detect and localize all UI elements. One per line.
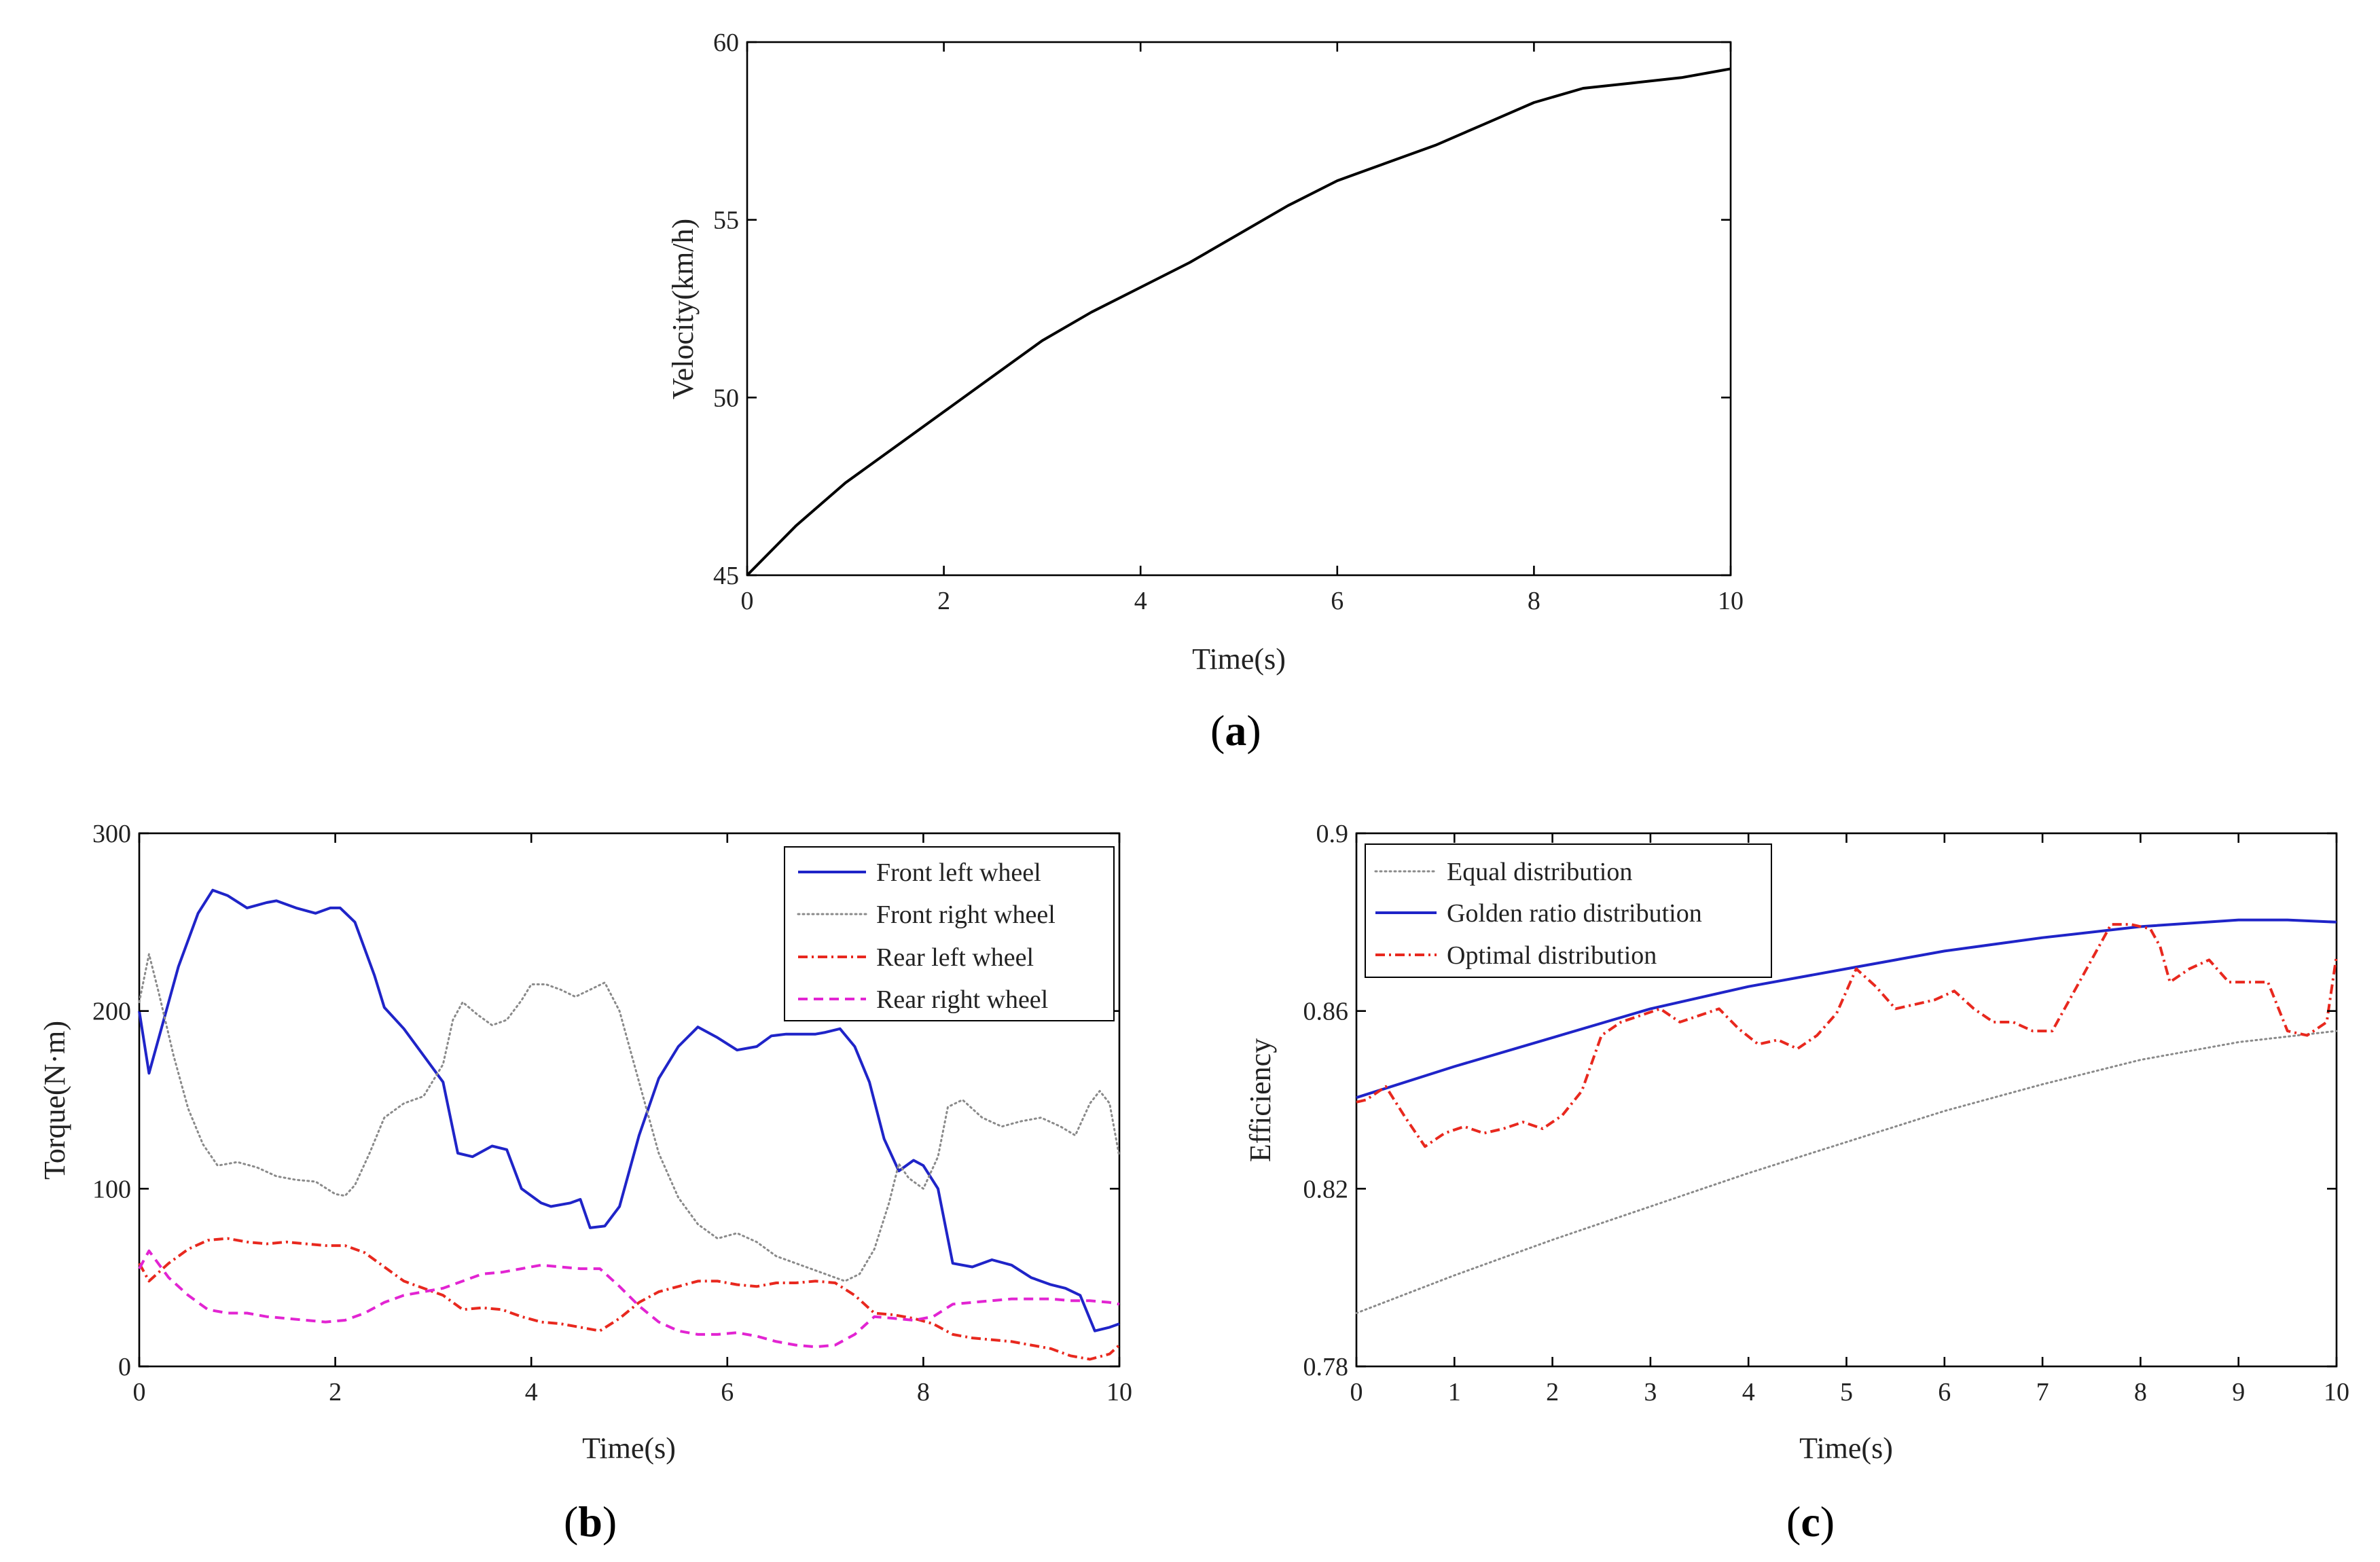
panel-a-x-tick-label-2: 4 [1134, 587, 1147, 615]
panel-b-series-layer [138, 888, 1121, 1361]
panel-c-x-tick-label-6: 6 [1938, 1378, 1951, 1406]
panel-a-letter: a [1225, 706, 1246, 755]
panel-c-x-tick-label-1: 1 [1448, 1378, 1461, 1406]
panel-b-y-tick-label-1: 100 [92, 1175, 131, 1203]
panel-a-x-tick-label-0: 0 [741, 587, 754, 615]
panel-c-label: (c) [1786, 1497, 1835, 1546]
legend-label-optimal-distribution: Optimal distribution [1447, 941, 1657, 970]
panel-b-y-tick-label-2: 200 [92, 998, 131, 1026]
panel-c-y-tick-label-3: 0.9 [1316, 820, 1349, 848]
panel-c-legend-box [1365, 843, 1772, 978]
legend-label-front-left-wheel: Front left wheel [876, 858, 1041, 887]
panel-b-y-axis-label: Torque(N·m) [38, 1021, 71, 1180]
panel-c-y-axis-label: Efficiency [1244, 1038, 1277, 1162]
panel-b-x-axis-label: Time(s) [582, 1432, 676, 1465]
legend-label-golden-ratio-distribution: Golden ratio distribution [1447, 899, 1702, 928]
panel-a-x-tick-label-1: 2 [937, 587, 950, 615]
panel-c-series-1-line [1356, 918, 2337, 1100]
panel-c-y-tick-label-2: 0.86 [1303, 998, 1349, 1026]
panel-b-series-1-line [138, 953, 1121, 1282]
panel-a-x-tick-label-4: 8 [1528, 587, 1540, 615]
panel-b-y-tick-label-0: 0 [118, 1353, 131, 1381]
panel-c-x-tick-label-10: 10 [2324, 1378, 2349, 1406]
panel-c-ticks: 0 1 2 3 4 5 6 7 8 9 10 0.78 0.82 0.86 0.9 [1303, 820, 2350, 1406]
panel-a-series-0-line [746, 67, 1731, 577]
panel-b-x-tick-label-0: 0 [133, 1378, 146, 1406]
panel-c: 0 1 2 3 4 5 6 7 8 9 10 0.78 0.82 0.86 0.9 Equal distri… [1244, 820, 2349, 1546]
panel-a-x-tick-label-5: 10 [1718, 587, 1744, 615]
panel-a-label: (a) [1210, 706, 1261, 755]
panel-c-x-axis-label: Time(s) [1799, 1432, 1893, 1465]
panel-a-ticks: 0 2 4 6 8 10 45 50 55 60 [713, 29, 1744, 615]
panel-b-plot-area [138, 832, 1121, 1368]
panel-b-series-0-line [138, 888, 1120, 1332]
legend-label-front-right-wheel: Front right wheel [876, 901, 1056, 929]
panel-c-legend: Equal distribution Golden ratio distribu… [1365, 843, 1772, 978]
panel-a: 0 2 4 6 8 10 45 50 55 60 Time(s) Velocity(km/h) (… [666, 29, 1744, 755]
panel-b-x-tick-label-5: 10 [1106, 1378, 1132, 1406]
panel-b-legend-box [784, 846, 1115, 1021]
panel-b-series-3-line [138, 1249, 1120, 1349]
panel-b-x-tick-label-3: 6 [721, 1378, 734, 1406]
panel-a-series-layer [746, 67, 1731, 577]
panel-c-x-tick-label-3: 3 [1644, 1378, 1657, 1406]
panel-a-y-tick-label-2: 55 [713, 206, 739, 235]
legend-label-rear-left-wheel: Rear left wheel [876, 943, 1034, 972]
panel-b-y-tick-label-3: 300 [92, 820, 131, 848]
panel-a-y-tick-label-0: 45 [713, 562, 739, 590]
legend-label-rear-right-wheel: Rear right wheel [876, 985, 1048, 1014]
panel-c-series-2-line [1356, 923, 2338, 1148]
panel-c-x-tick-label-5: 5 [1840, 1378, 1853, 1406]
panel-a-x-tick-label-3: 6 [1331, 587, 1344, 615]
panel-b-letter: b [578, 1497, 602, 1546]
panel-a-plot-area [746, 41, 1732, 577]
panel-b-series-2-line [138, 1237, 1121, 1361]
panel-c-x-tick-label-8: 8 [2134, 1378, 2147, 1406]
panel-c-y-tick-label-0: 0.78 [1303, 1353, 1349, 1381]
panel-c-letter: c [1801, 1497, 1820, 1546]
panel-c-x-tick-label-7: 7 [2036, 1378, 2049, 1406]
panel-c-series-0-line [1355, 1030, 2338, 1314]
panel-b-x-tick-label-2: 4 [525, 1378, 538, 1406]
panel-b-legend: Front left wheel Front right wheel Rear … [784, 846, 1115, 1021]
panel-a-y-tick-label-3: 60 [713, 29, 739, 57]
panel-b-x-tick-label-1: 2 [329, 1378, 342, 1406]
panel-a-x-axis-label: Time(s) [1192, 642, 1286, 676]
panel-b-label: (b) [564, 1497, 617, 1546]
panel-c-x-tick-label-0: 0 [1350, 1378, 1363, 1406]
legend-label-equal-distribution: Equal distribution [1447, 858, 1632, 886]
panel-c-x-tick-label-2: 2 [1546, 1378, 1559, 1406]
panel-a-y-axis-label: Velocity(km/h) [666, 219, 700, 399]
panel-b-x-tick-label-4: 8 [917, 1378, 930, 1406]
panel-c-series-layer [1355, 918, 2338, 1314]
panel-a-y-tick-label-1: 50 [713, 384, 739, 412]
panel-c-x-tick-label-9: 9 [2232, 1378, 2245, 1406]
panel-c-x-tick-label-4: 4 [1742, 1378, 1755, 1406]
panel-c-y-tick-label-1: 0.82 [1303, 1175, 1349, 1203]
